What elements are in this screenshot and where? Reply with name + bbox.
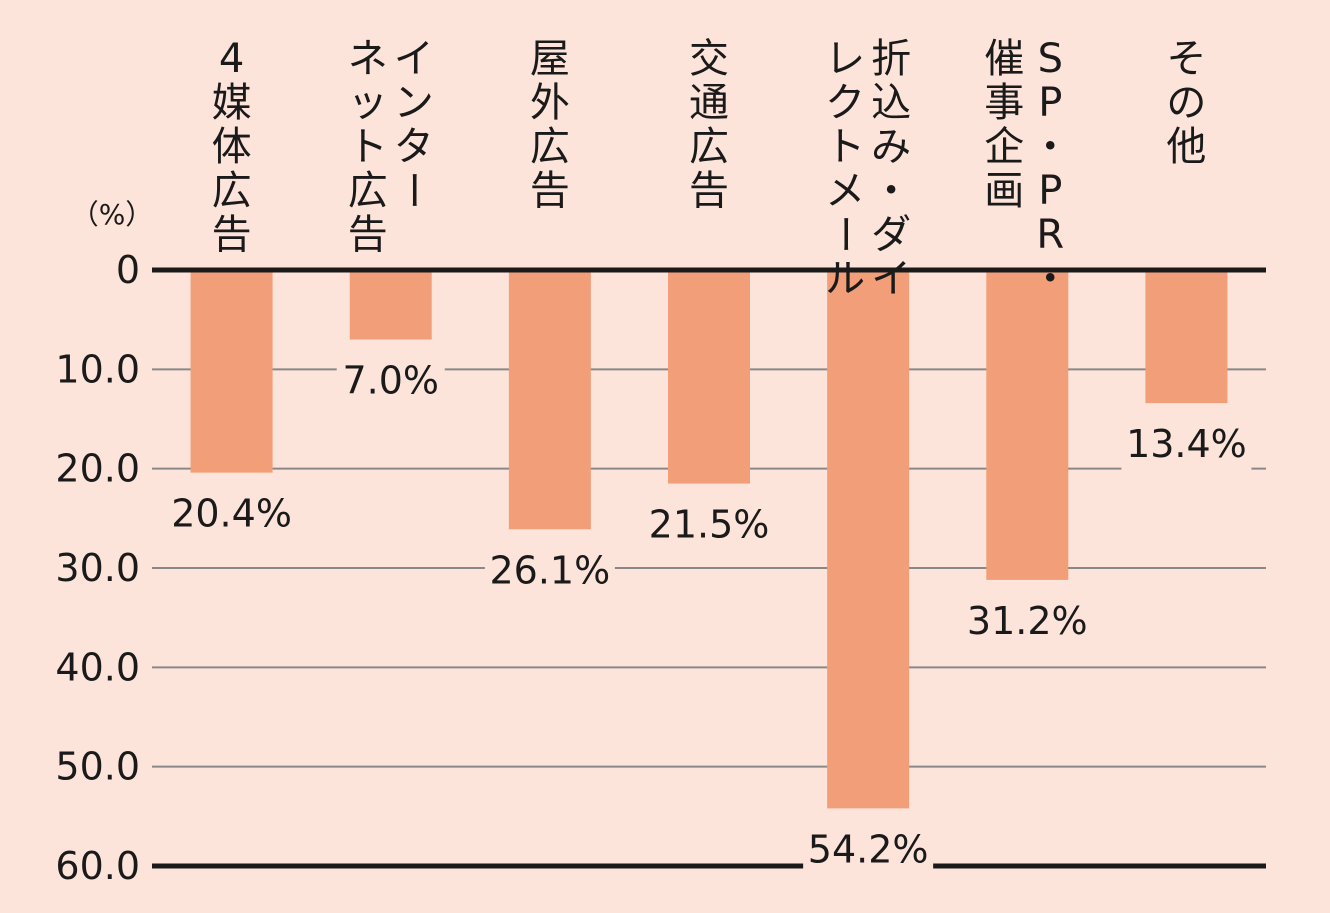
category-label-char: レ <box>825 36 865 82</box>
bar <box>349 272 432 340</box>
category-label-char: ッ <box>348 80 388 126</box>
category-label-char: イ <box>871 256 911 302</box>
category-label-char: 告 <box>689 168 729 214</box>
y-tick-label: 30.0 <box>55 546 140 590</box>
category-label-char: P <box>1038 168 1062 214</box>
category-label-char: ー <box>821 214 867 254</box>
bar <box>668 272 750 484</box>
data-label: 26.1% <box>489 548 610 592</box>
category-label-char: 告 <box>530 168 570 214</box>
category-label-char: ン <box>394 80 434 126</box>
category-label-char: ト <box>825 124 865 170</box>
bars <box>190 272 1228 809</box>
y-tick-label: 20.0 <box>55 447 140 491</box>
y-axis-ticks: 0 10.0 20.0 30.0 40.0 50.0 60.0 <box>55 248 140 888</box>
category-label-char: ー <box>390 170 436 210</box>
category-label-char: 媒 <box>212 80 252 126</box>
category-label-char: 事 <box>984 80 1024 126</box>
category-label-char: 催 <box>984 36 1024 82</box>
bar <box>1145 272 1228 404</box>
category-label-char: の <box>1166 80 1206 126</box>
category-label-char: 告 <box>212 212 252 258</box>
data-label: 54.2% <box>808 827 929 871</box>
category-label-char: R <box>1036 212 1064 258</box>
category-label-char: ル <box>825 256 865 302</box>
category-label-char: み <box>871 124 911 170</box>
category-label-char: ネ <box>348 36 388 82</box>
data-label: 13.4% <box>1126 422 1247 466</box>
category-label-char: ダ <box>871 212 911 258</box>
category-label-char: 4 <box>219 36 244 82</box>
category-label-char: 他 <box>1166 124 1206 170</box>
data-label: 31.2% <box>967 599 1088 643</box>
category-label-char: 折 <box>871 36 911 82</box>
category-label-char: S <box>1038 36 1063 82</box>
category-label-char: ト <box>348 124 388 170</box>
category-label-char: ・ <box>1030 256 1070 302</box>
category-label-char: 屋 <box>530 36 570 82</box>
category-label-char: 広 <box>212 168 252 214</box>
data-label-bg <box>484 545 615 598</box>
bar <box>827 272 910 809</box>
data-label-bg <box>803 824 934 877</box>
y-tick-label: 60.0 <box>55 844 140 888</box>
data-label-bg <box>166 488 297 541</box>
data-labels: 20.4% 7.0% 26.1% 21.5% 54.2% 31.2% 13.4% <box>166 355 1252 877</box>
data-label-bg <box>962 595 1093 648</box>
category-label-char: 交 <box>689 36 729 82</box>
category-label-char: P <box>1038 80 1062 126</box>
data-label: 20.4% <box>171 492 292 536</box>
unit-label: （%） <box>71 198 154 231</box>
category-labels: 4媒体広告インターネット広告屋外広告交通広告折込み・ダイレクトメールSP・PR・… <box>212 36 1207 302</box>
category-label-char: 体 <box>212 124 252 170</box>
category-label-char: 広 <box>530 124 570 170</box>
category-label-char: 告 <box>348 212 388 258</box>
category-label-char: イ <box>394 36 434 82</box>
category-label-char: ・ <box>1030 124 1070 170</box>
category-label-char: そ <box>1166 36 1206 82</box>
y-tick-label: 50.0 <box>55 745 140 789</box>
category-label-char: ・ <box>871 168 911 214</box>
bar <box>986 272 1069 580</box>
data-label-bg <box>336 355 445 408</box>
category-label-char: タ <box>394 124 434 170</box>
y-tick-label: 10.0 <box>55 347 140 391</box>
category-label-char: 通 <box>689 80 729 126</box>
category-label-char: 画 <box>984 168 1024 214</box>
category-label-char: メ <box>825 168 865 214</box>
category-label-char: 企 <box>984 124 1024 170</box>
category-label-char: 外 <box>530 80 570 126</box>
y-tick-label: 0 <box>116 248 140 292</box>
category-label-char: ク <box>825 80 865 126</box>
data-label-bg <box>1121 419 1252 472</box>
data-label: 7.0% <box>342 359 439 403</box>
category-label-char: 込 <box>871 80 911 126</box>
bar <box>190 272 273 473</box>
bar <box>508 272 591 530</box>
category-label-char: 広 <box>348 168 388 214</box>
category-label-char: 広 <box>689 124 729 170</box>
data-label: 21.5% <box>649 503 770 547</box>
data-label-bg <box>644 499 774 552</box>
y-tick-label: 40.0 <box>55 645 140 689</box>
